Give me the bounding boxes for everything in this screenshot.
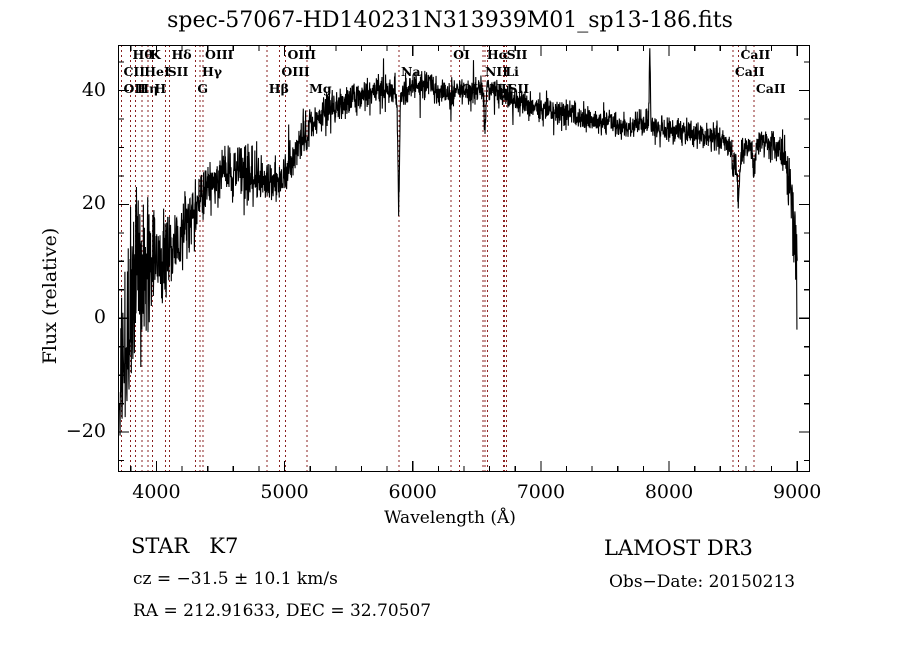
line-label-li: Li — [505, 64, 519, 79]
spectral-type: K7 — [209, 534, 239, 558]
line-label-na: Na — [401, 64, 421, 79]
line-label-hei: HeI — [144, 64, 170, 79]
line-label-oiii: OIII — [281, 64, 310, 79]
y-tick-label: 20 — [81, 192, 106, 215]
line-label-oii: OII — [123, 81, 147, 96]
line-label-mg: Mg — [309, 81, 332, 96]
line-label-g: G — [197, 81, 209, 96]
line-label-oiii: OIII — [287, 47, 316, 62]
page-title: spec-57067-HD140231N313939M01_sp13-186.f… — [167, 8, 733, 33]
line-label-sii: SII — [508, 81, 530, 96]
line-label-caii: CaII — [740, 47, 771, 62]
x-tick-label: 5000 — [260, 481, 309, 503]
line-label-caii: CaII — [734, 64, 765, 79]
x-axis-label: Wavelength (Å) — [384, 508, 516, 528]
y-tick-label: 40 — [81, 78, 106, 101]
x-tick-label: 6000 — [388, 481, 437, 503]
line-label-k: K — [149, 47, 161, 62]
line-label-h: H — [154, 81, 167, 96]
line-label-nii: NII — [484, 64, 509, 79]
line-label-oiii: OIII — [204, 47, 234, 62]
plot-canvas — [118, 45, 810, 472]
y-tick-label: −20 — [65, 420, 106, 443]
line-label-h: Hθ — [132, 47, 153, 62]
line-label-cii: CII — [123, 64, 146, 79]
line-label-h: Hβ — [268, 81, 289, 96]
object-class-and-type: STAR K7 — [131, 534, 238, 558]
line-label-h: Hη — [137, 81, 159, 96]
line-label-sii: SII — [506, 47, 528, 62]
line-label-h: Hα — [486, 47, 509, 62]
y-tick-label: 0 — [93, 306, 106, 329]
spectrum-svg — [118, 45, 810, 472]
line-label-caii: CaII — [755, 81, 786, 96]
line-label-sii: SII — [167, 64, 189, 79]
line-label-nii: NII — [489, 81, 513, 96]
coordinates: RA = 212.91633, DEC = 32.70507 — [133, 601, 432, 621]
x-tick-label: 4000 — [132, 481, 181, 503]
object-class: STAR — [131, 534, 190, 558]
line-label-oi: OI — [461, 81, 478, 96]
y-axis-label: Flux (relative) — [39, 227, 61, 365]
x-tick-label: 8000 — [644, 481, 694, 503]
x-tick-label: 7000 — [516, 481, 566, 503]
survey-name: LAMOST DR3 — [604, 536, 753, 560]
line-label-h: Hγ — [202, 64, 223, 79]
plot-frame — [118, 45, 810, 472]
observation-date: Obs−Date: 20150213 — [609, 572, 796, 592]
line-label-oi: OI — [453, 47, 470, 62]
redshift-velocity: cz = −31.5 ± 10.1 km/s — [133, 569, 338, 589]
line-label-h: Hδ — [171, 47, 192, 62]
x-tick-label: 9000 — [772, 481, 822, 503]
